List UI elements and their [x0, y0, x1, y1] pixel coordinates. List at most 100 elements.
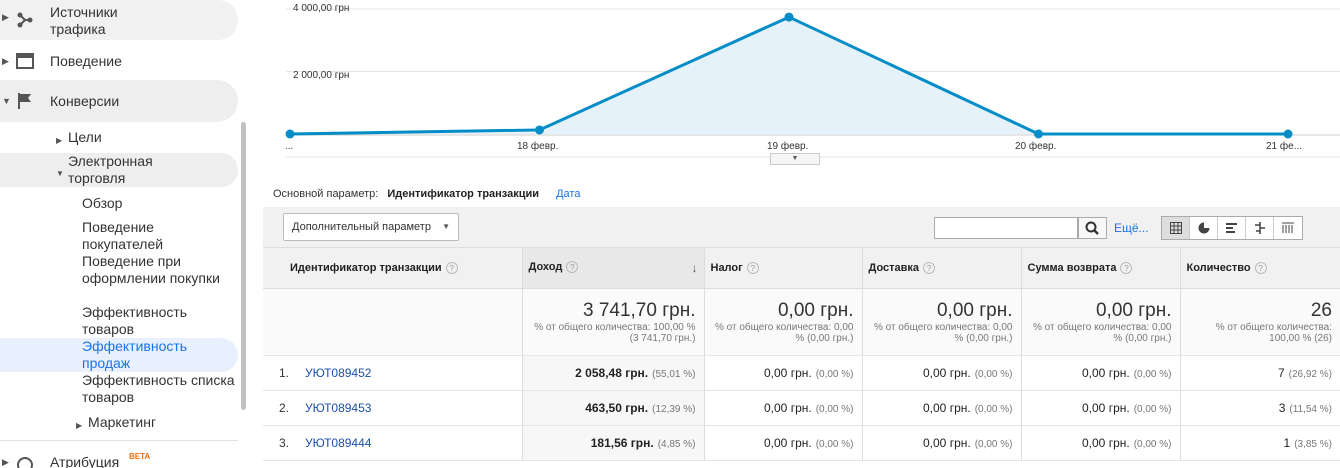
nav-item-attribution[interactable]: ▶ Атрибуция BETA	[0, 448, 238, 468]
total-value: 26	[1310, 300, 1332, 321]
nav-item-sales-performance[interactable]: Эффективность продаж	[82, 338, 188, 371]
column-header-shipping[interactable]: Доставка?	[861, 247, 1021, 289]
view-comparison-button[interactable]	[1246, 217, 1274, 239]
revenue-cell: 463,50 грн. (12,39 %)	[521, 390, 704, 426]
nav-item-checkout-behavior[interactable]: Поведение при оформлении покупки	[82, 253, 220, 286]
total-tax: 0,00 грн.% от общего количества: 0,00 % …	[703, 288, 862, 356]
total-refund: 0,00 грн.% от общего количества: 0,00 % …	[1020, 288, 1180, 356]
nav-item-goals[interactable]: ▶ Цели	[56, 129, 102, 146]
nav-item-overview[interactable]: Обзор	[82, 195, 123, 211]
cell-value: 0,00 грн.	[923, 401, 971, 415]
tax-cell: 0,00 грн. (0,00 %)	[703, 425, 862, 461]
data-point	[285, 129, 295, 139]
help-icon[interactable]: ?	[923, 262, 936, 274]
revenue-cell: 181,56 грн. (4,85 %)	[521, 425, 704, 461]
total-subtext: % от общего количества: 0,00 % (0,00 грн…	[1033, 322, 1172, 344]
dimension-date-link[interactable]: Дата	[556, 188, 581, 200]
refund-cell: 0,00 грн. (0,00 %)	[1020, 355, 1180, 391]
comparison-icon	[1254, 222, 1265, 234]
nav-item-shopping-behavior[interactable]: Поведение покупателей	[82, 219, 164, 252]
data-point	[535, 125, 544, 135]
divider	[0, 440, 238, 441]
nav-item-product-performance[interactable]: Эффективность товаров	[82, 304, 188, 337]
row-number: 3.	[279, 436, 290, 450]
help-icon[interactable]: ?	[445, 262, 458, 274]
nav-item-traffic-sources[interactable]: ▶ Источники трафика	[0, 0, 238, 40]
total-shipping: 0,00 грн.% от общего количества: 0,00 % …	[861, 288, 1021, 356]
nav-item-conversions[interactable]: ▼ Конверсии	[0, 80, 238, 122]
cell-value: 1	[1283, 436, 1291, 450]
chevron-down-icon: ▼	[442, 222, 450, 231]
transaction-id-link[interactable]: УЮТ089444	[305, 436, 372, 450]
column-header-tax[interactable]: Налог?	[703, 247, 862, 289]
nav-traffic-bg	[0, 0, 238, 40]
nav-item-product-list-performance[interactable]: Эффективность списка товаров	[82, 372, 235, 405]
chart-collapse-button[interactable]: ▼	[770, 153, 820, 165]
help-icon[interactable]: ?	[566, 261, 579, 273]
sidebar-scrollbar[interactable]	[241, 122, 246, 410]
grid-icon	[1169, 222, 1182, 234]
cell-value: 0,00 грн.	[764, 401, 812, 415]
cell-percent: (26,92 %)	[1288, 369, 1332, 380]
header-label: Доставка	[868, 262, 920, 274]
total-subtext: % от общего количества: 100,00 % (3 741,…	[534, 322, 696, 344]
nav-item-behavior[interactable]: ▶ Поведение	[0, 44, 238, 78]
help-icon[interactable]: ?	[746, 262, 759, 274]
cell-value: 0,00 грн.	[1082, 366, 1130, 380]
column-header-refund[interactable]: Сумма возврата?	[1020, 247, 1180, 289]
cell-percent: (3,85 %)	[1294, 439, 1332, 450]
cell-percent: (11,54 %)	[1289, 404, 1332, 415]
cell-percent: (0,00 %)	[815, 439, 854, 450]
total-subtext: % от общего количества: 0,00 % (0,00 грн…	[874, 322, 1013, 344]
help-icon[interactable]: ?	[1120, 262, 1133, 274]
view-table-button[interactable]	[1162, 217, 1190, 239]
secondary-dimension-dropdown[interactable]: Дополнительный параметр ▼	[283, 213, 459, 241]
y-tick-label: 2 000,00 грн	[293, 70, 350, 81]
search-button[interactable]	[1078, 217, 1107, 239]
view-performance-button[interactable]	[1218, 217, 1246, 239]
x-tick-label: ...	[285, 141, 294, 152]
cell-value: 7	[1277, 366, 1285, 380]
cell-percent: (0,00 %)	[974, 404, 1013, 415]
table-row: 1. УЮТ089452 2 058,48 грн. (55,01 %) 0,00 …	[263, 355, 1340, 391]
table-toolbar: Дополнительный параметр ▼ Ещё...	[263, 207, 1340, 247]
view-pie-button[interactable]	[1190, 217, 1218, 239]
nav-active-bg	[0, 338, 238, 372]
transaction-id-link[interactable]: УЮТ089453	[305, 401, 372, 415]
column-header-quantity[interactable]: Количество?	[1179, 247, 1340, 289]
table-row: 3. УЮТ089444 181,56 грн. (4,85 %) 0,00 грн…	[263, 425, 1340, 461]
series-area	[290, 17, 1288, 134]
row-id-cell: 2. УЮТ089453	[263, 390, 522, 426]
cell-value: 181,56 грн.	[590, 436, 654, 450]
totals-row: 3 741,70 грн.% от общего количества: 100…	[263, 288, 1340, 356]
cell-percent: (12,39 %)	[652, 404, 696, 415]
total-value: 3 741,70 грн.	[582, 300, 696, 321]
table-search-input[interactable]	[934, 217, 1078, 239]
expand-arrow-icon: ▶	[56, 136, 63, 145]
data-point	[1034, 129, 1043, 139]
nav-item-ecommerce[interactable]: ▼ Электронная торговля	[56, 153, 188, 187]
quantity-cell: 7 (26,92 %)	[1179, 355, 1340, 391]
help-icon[interactable]: ?	[1254, 262, 1267, 274]
expand-arrow-icon: ▶	[2, 12, 9, 22]
advanced-search-link[interactable]: Ещё...	[1114, 221, 1149, 235]
cell-value: 0,00 грн.	[1082, 401, 1130, 415]
x-tick-label: 19 февр.	[767, 141, 809, 152]
total-quantity: 26% от общего количества: 100,00 % (26)	[1179, 288, 1340, 356]
nav-item-marketing[interactable]: ▶ Маркетинг	[76, 414, 156, 431]
line-chart: 4 000,00 грн 2 000,00 грн ... 18 февр. 1…	[270, 0, 1340, 170]
data-table: Идентификатор транзакции? Доход? ↓ Налог?…	[263, 247, 1340, 461]
total-revenue: 3 741,70 грн.% от общего количества: 100…	[521, 288, 704, 356]
cell-value: 0,00 грн.	[764, 436, 812, 450]
cell-value: 3	[1278, 401, 1286, 415]
total-value: 0,00 грн.	[1095, 300, 1172, 321]
column-header-revenue[interactable]: Доход? ↓	[521, 247, 704, 289]
transaction-id-link[interactable]: УЮТ089452	[305, 366, 372, 380]
dimension-transaction-id: Идентификатор транзакции	[387, 188, 540, 200]
column-header-transaction-id[interactable]: Идентификатор транзакции?	[263, 247, 522, 289]
view-pivot-button[interactable]	[1274, 217, 1302, 239]
secondary-dimension-label: Дополнительный параметр	[292, 221, 431, 233]
row-id-cell: 1. УЮТ089452	[263, 355, 522, 391]
cell-percent: (0,00 %)	[974, 439, 1013, 450]
search-icon	[1085, 221, 1099, 235]
